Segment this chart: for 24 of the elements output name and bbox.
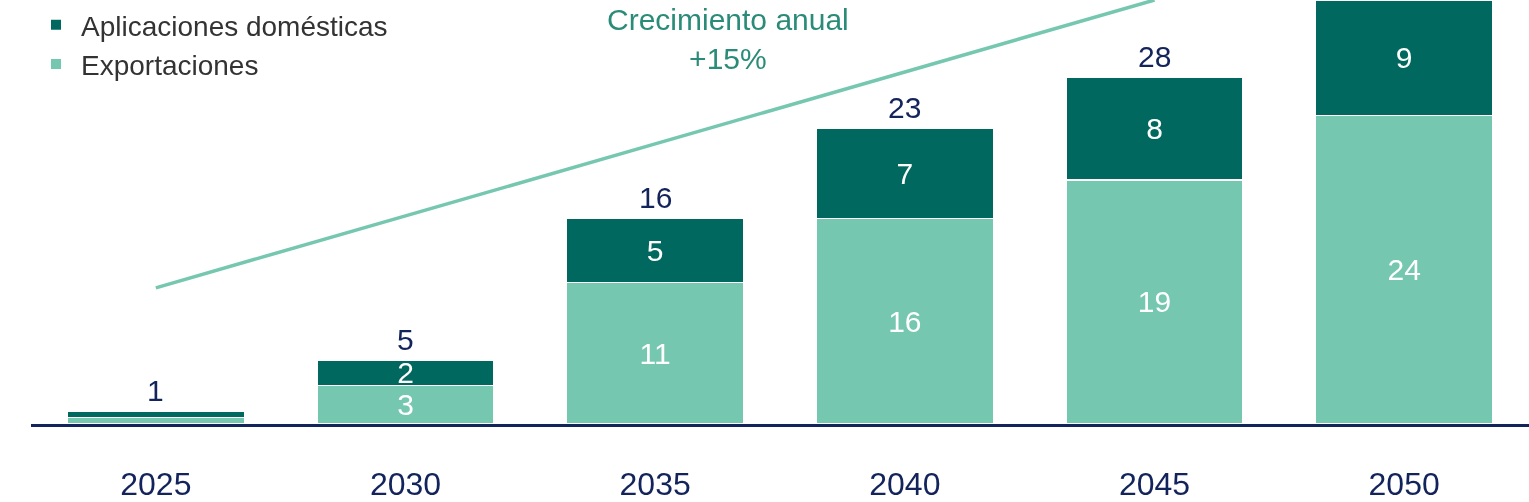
data-label: 8 [1146, 111, 1163, 145]
data-label: 3 [397, 388, 414, 422]
annotation: Crecimiento anual +15% [607, 3, 849, 75]
legend-label: Aplicaciones domésticas [81, 10, 388, 42]
data-label: 16 [888, 304, 922, 338]
data-label: 2 [397, 356, 414, 390]
total-label: 16 [639, 181, 673, 214]
data-label: 9 [1395, 41, 1413, 75]
data-label: 11 [639, 336, 671, 370]
total-label: 28 [1138, 40, 1172, 73]
x-tick-label: 2030 [369, 466, 442, 502]
x-tick-label: 2025 [120, 466, 192, 502]
data-label: 5 [646, 234, 664, 268]
data-label: 7 [896, 156, 914, 190]
total-label: 5 [397, 323, 414, 356]
data-label: 19 [1137, 285, 1172, 319]
x-tick-label: 2045 [1118, 466, 1191, 502]
legend-label: Exportaciones [81, 50, 259, 82]
x-tick-label: 2040 [869, 466, 941, 502]
total-label: 23 [888, 91, 922, 124]
data-label: 24 [1387, 253, 1421, 287]
x-tick-label: 2050 [1368, 466, 1440, 502]
x-tick-label: 2035 [619, 466, 691, 502]
total-label: 1 [147, 374, 164, 407]
